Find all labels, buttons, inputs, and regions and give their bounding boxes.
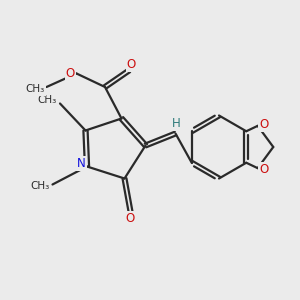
Text: O: O (127, 58, 136, 71)
Text: CH₃: CH₃ (26, 84, 45, 94)
Text: N: N (77, 157, 86, 170)
Text: O: O (259, 164, 268, 176)
Text: CH₃: CH₃ (37, 95, 56, 105)
Text: CH₃: CH₃ (30, 181, 50, 191)
Text: O: O (66, 67, 75, 80)
Text: O: O (259, 118, 268, 130)
Text: O: O (126, 212, 135, 225)
Text: H: H (172, 117, 181, 130)
